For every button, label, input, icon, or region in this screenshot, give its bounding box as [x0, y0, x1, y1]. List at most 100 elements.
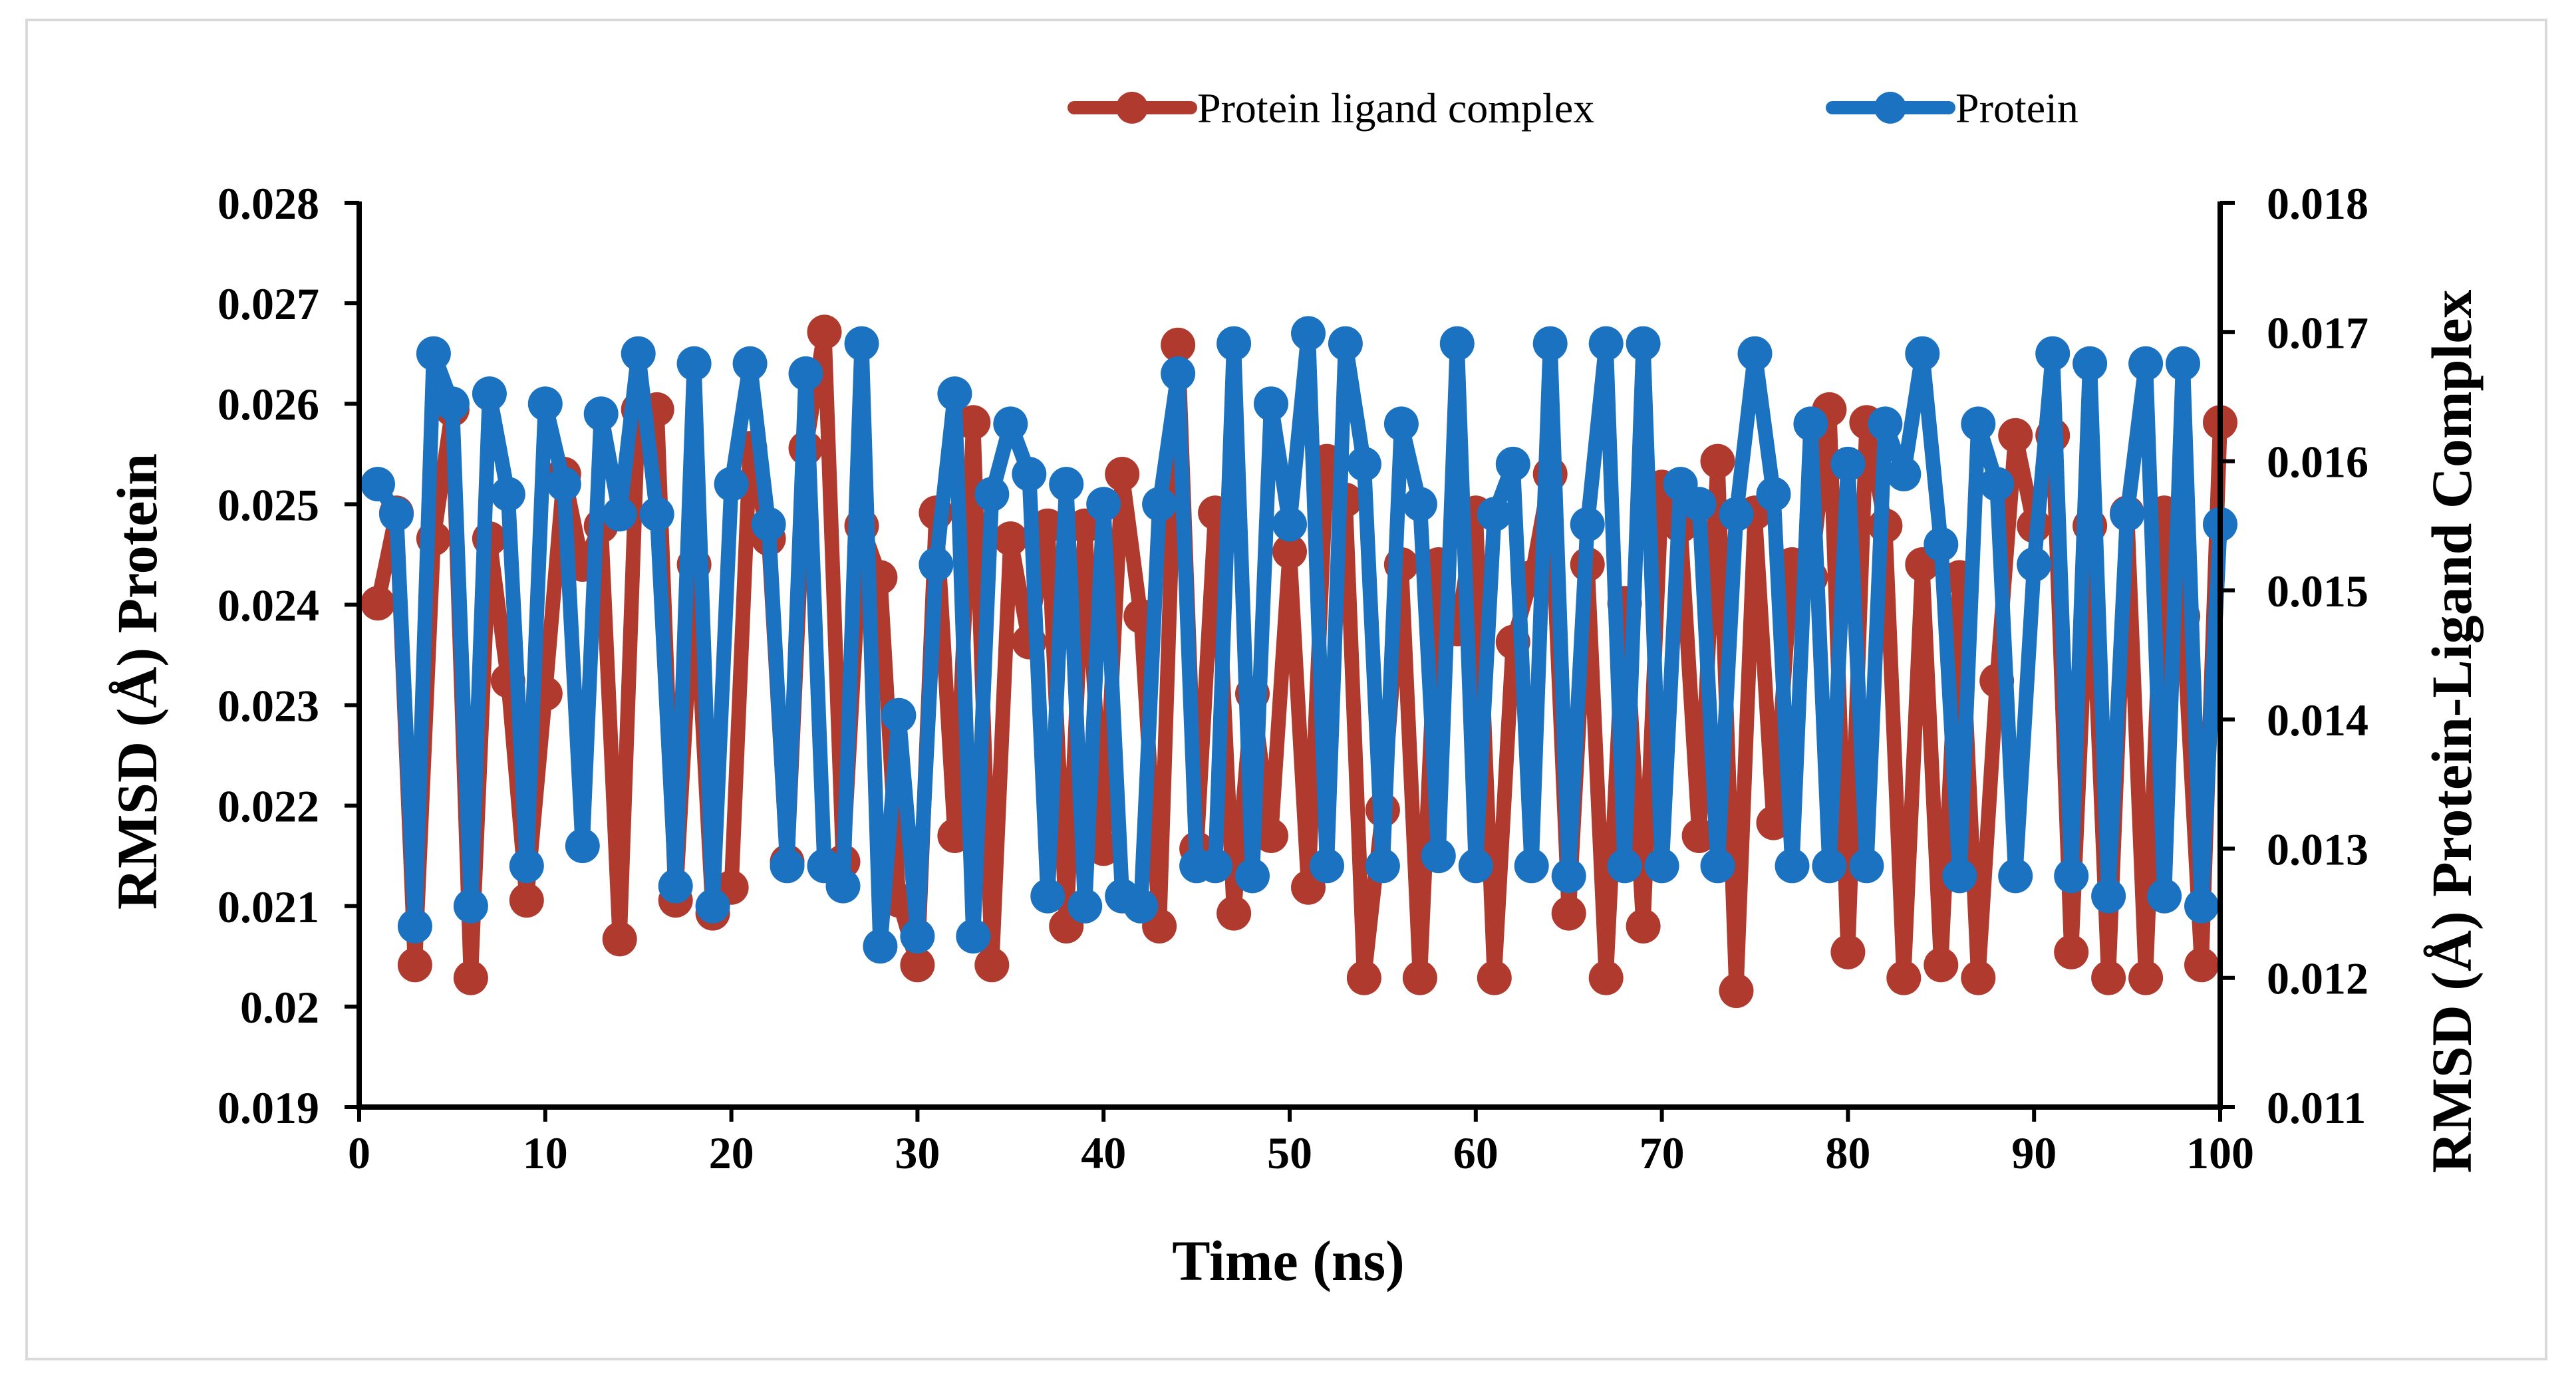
point-protein-ligand-complex	[1551, 896, 1586, 931]
point-protein	[397, 909, 432, 943]
y-tick-label-left: 0.026	[217, 379, 319, 430]
point-protein	[993, 406, 1028, 441]
point-protein	[565, 828, 600, 864]
y-tick-label-left: 0.027	[217, 279, 319, 329]
point-protein	[1998, 858, 2033, 894]
series-line-protein	[371, 326, 2227, 954]
point-protein	[453, 888, 488, 924]
point-protein	[1551, 858, 1586, 894]
point-protein-ligand-complex	[1756, 805, 1791, 840]
point-protein	[1402, 487, 1437, 522]
point-protein	[2091, 878, 2126, 914]
x-tick-label: 20	[709, 1128, 754, 1178]
y-tick-label-right: 0.011	[2267, 1082, 2366, 1133]
point-protein-ligand-complex	[397, 947, 432, 983]
point-protein	[844, 326, 879, 361]
y-tick-label-left: 0.028	[217, 178, 319, 229]
point-protein	[937, 376, 972, 412]
x-tick-label: 100	[2186, 1128, 2254, 1178]
point-protein-ligand-complex	[956, 405, 991, 440]
point-protein	[1291, 316, 1326, 351]
y-tick-label-left: 0.021	[217, 882, 319, 932]
point-protein	[1775, 848, 1810, 884]
point-protein	[788, 356, 823, 391]
point-protein-ligand-complex	[1626, 909, 1661, 943]
point-protein	[1644, 848, 1679, 884]
point-protein-ligand-complex	[1886, 960, 1922, 995]
point-protein-ligand-complex	[974, 947, 1010, 983]
point-protein	[974, 477, 1010, 512]
point-protein	[1439, 326, 1475, 361]
point-protein	[1272, 507, 1307, 542]
point-protein	[490, 477, 525, 512]
point-protein	[770, 848, 805, 884]
point-protein	[1161, 356, 1196, 391]
point-protein	[956, 919, 991, 954]
point-protein	[1793, 406, 1828, 441]
point-protein	[1737, 336, 1773, 371]
point-protein	[1123, 888, 1159, 924]
point-protein	[1812, 848, 1847, 884]
point-protein	[416, 336, 451, 371]
x-tick-label: 80	[1825, 1128, 1870, 1178]
point-protein	[2147, 878, 2182, 914]
point-protein	[1068, 888, 1103, 924]
y-axis-right-title: RMSD (Å) Protein-Ligand Complex	[2420, 290, 2484, 1174]
legend-item-complex: Protein ligand complex	[1068, 84, 1594, 132]
point-protein	[1905, 336, 1940, 371]
point-protein	[2054, 858, 2089, 894]
legend-item-protein: Protein	[1826, 84, 2078, 132]
point-protein	[658, 868, 693, 904]
point-protein	[1495, 446, 1530, 481]
y-tick-label-left: 0.019	[217, 1082, 319, 1133]
point-protein	[1235, 858, 1270, 894]
point-protein-ligand-complex	[1105, 457, 1140, 491]
y-axis-left-title: RMSD (Å) Protein	[105, 453, 169, 910]
point-protein	[2017, 547, 2052, 582]
y-tick-label-left: 0.025	[217, 479, 319, 530]
x-tick-label: 70	[1640, 1128, 1685, 1178]
point-protein-ligand-complex	[1830, 934, 1866, 969]
point-protein-ligand-complex	[1719, 973, 1754, 1009]
point-protein	[1570, 507, 1605, 542]
point-protein	[732, 346, 768, 381]
point-protein	[509, 848, 544, 884]
point-protein-ligand-complex	[1700, 443, 1735, 479]
point-protein	[1514, 848, 1549, 884]
point-protein-ligand-complex	[1998, 418, 2033, 453]
point-protein	[1830, 446, 1866, 481]
point-protein	[825, 868, 861, 904]
point-protein	[1849, 848, 1884, 884]
point-protein-ligand-complex	[900, 947, 935, 983]
y-tick-label-right: 0.015	[2267, 566, 2368, 616]
point-protein	[434, 386, 470, 422]
point-protein	[1030, 878, 1066, 914]
legend-label-complex: Protein ligand complex	[1197, 84, 1594, 132]
point-protein	[1254, 386, 1288, 422]
point-protein-ligand-complex	[1254, 818, 1288, 853]
point-protein	[602, 497, 637, 532]
point-protein	[1924, 527, 1959, 562]
x-tick-label: 30	[895, 1128, 940, 1178]
point-protein	[621, 336, 656, 371]
point-protein	[1588, 326, 1624, 361]
point-protein	[1607, 848, 1642, 884]
x-tick-label: 50	[1267, 1128, 1312, 1178]
point-protein	[1310, 848, 1344, 884]
point-protein	[1383, 406, 1419, 441]
point-protein	[2110, 497, 2145, 532]
point-protein-ligand-complex	[1588, 960, 1624, 995]
axes	[345, 201, 2235, 1122]
point-protein-ligand-complex	[1216, 896, 1252, 931]
point-protein	[714, 467, 749, 502]
y-tick-label-right: 0.018	[2267, 178, 2368, 229]
point-protein-ligand-complex	[2091, 960, 2126, 995]
point-protein	[1756, 477, 1791, 512]
point-protein	[379, 497, 414, 532]
point-protein	[1365, 848, 1400, 884]
point-protein	[2073, 346, 2108, 381]
point-protein	[1458, 848, 1493, 884]
point-protein	[695, 888, 730, 924]
y-tick-label-right: 0.013	[2267, 824, 2368, 874]
point-protein	[360, 467, 395, 502]
